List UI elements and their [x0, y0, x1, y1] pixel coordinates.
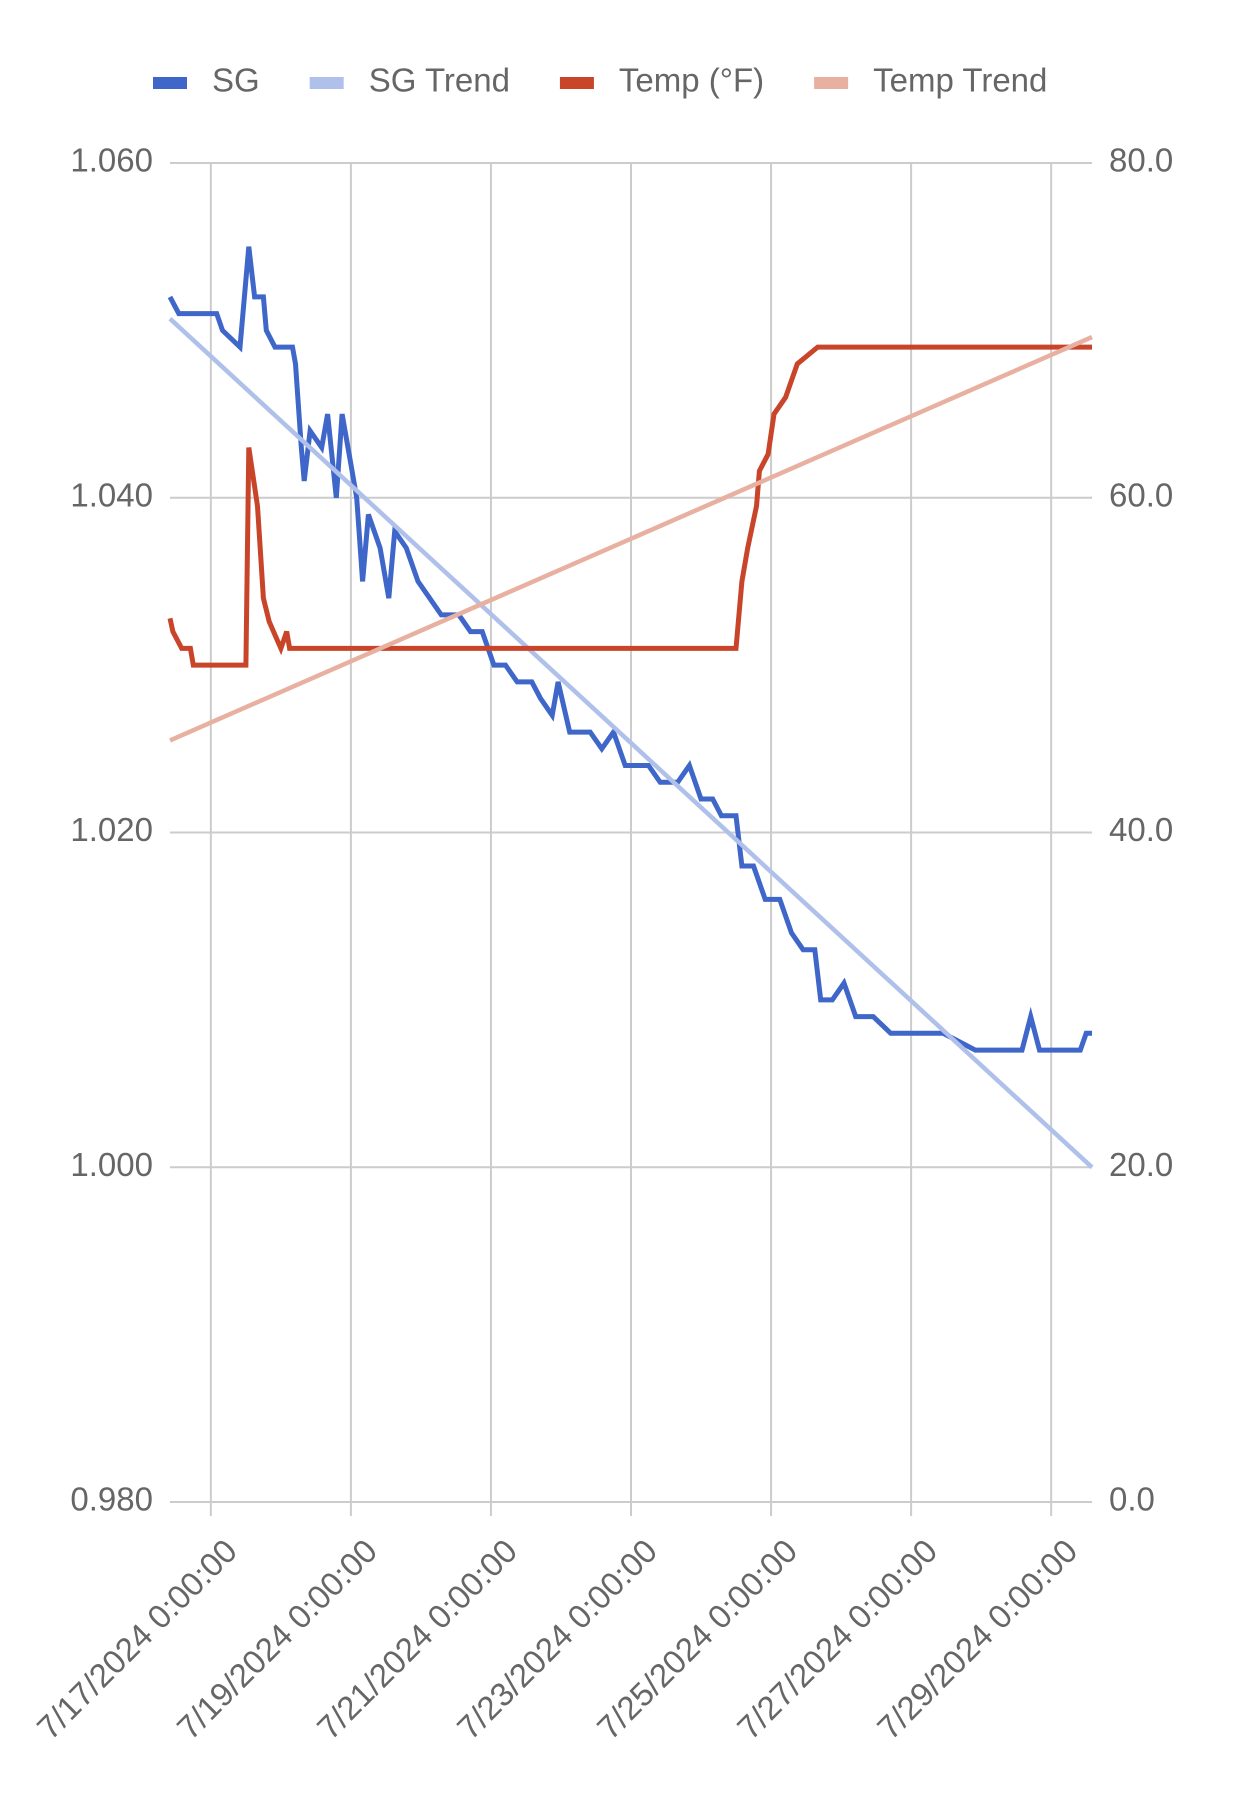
legend-swatch: [559, 77, 594, 89]
y2-tick-label: 20.0: [1109, 1146, 1173, 1183]
y2-tick-label: 80.0: [1109, 142, 1173, 179]
series-line: [167, 246, 1092, 1053]
y-tick-label: 0.980: [70, 1481, 153, 1518]
y-tick-label: 1.060: [70, 142, 153, 179]
y2-tick-label: 0.0: [1109, 1481, 1155, 1518]
y2-tick-label: 60.0: [1109, 476, 1173, 513]
series-line: [168, 317, 1094, 1169]
y-tick-label: 1.000: [70, 1146, 153, 1183]
series-line: [167, 344, 1092, 668]
legend-swatch: [153, 77, 187, 89]
legend-label: SG: [212, 62, 260, 99]
legend-swatch: [814, 77, 849, 89]
series-line: [169, 335, 1093, 743]
legend-label: Temp (°F): [619, 62, 764, 99]
legend-label: SG Trend: [369, 62, 510, 99]
y2-tick-label: 40.0: [1109, 811, 1173, 848]
legend-swatch: [309, 77, 344, 89]
legend-label: Temp Trend: [873, 62, 1047, 99]
y-tick-label: 1.020: [70, 811, 153, 848]
y-tick-label: 1.040: [70, 476, 153, 513]
